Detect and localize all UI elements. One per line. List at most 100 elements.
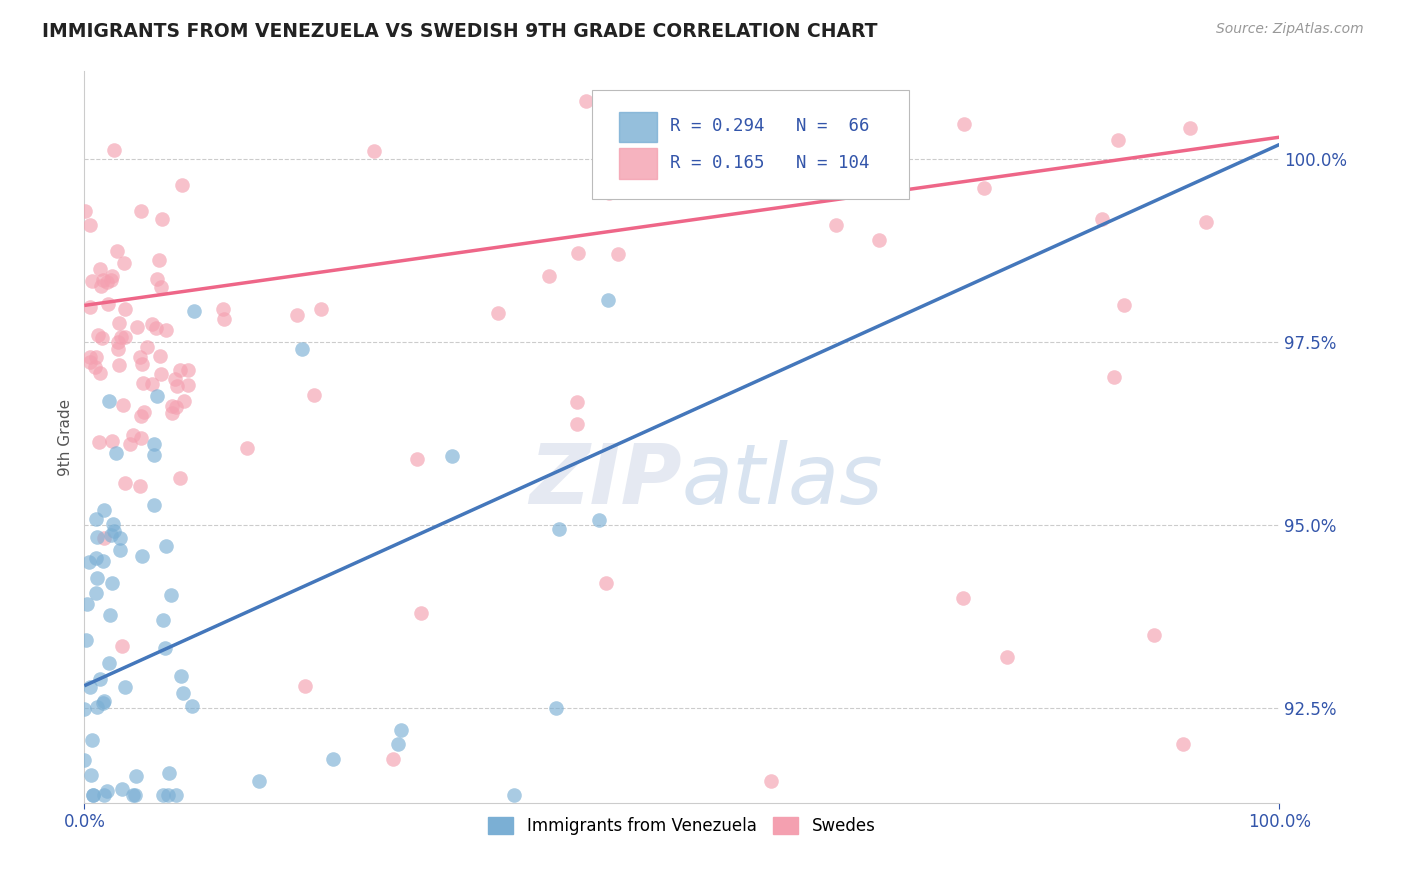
Point	[153, 640, 176, 655]
Point	[159, 588, 181, 602]
Point	[183, 303, 205, 318]
Point	[157, 766, 180, 780]
Point	[391, 723, 413, 737]
Text: R = 0.165   N = 104: R = 0.165 N = 104	[671, 153, 869, 172]
Point	[176, 363, 198, 377]
Text: ZIP: ZIP	[529, 441, 682, 522]
Point	[96, 784, 118, 798]
Point	[596, 293, 619, 307]
Point	[84, 586, 107, 600]
Point	[155, 540, 177, 554]
Point	[105, 446, 128, 460]
Point	[79, 680, 101, 694]
Point	[1091, 212, 1114, 227]
FancyBboxPatch shape	[592, 90, 910, 200]
Point	[152, 613, 174, 627]
Point	[995, 649, 1018, 664]
Point	[91, 554, 114, 568]
Point	[84, 350, 107, 364]
Point	[173, 393, 195, 408]
Point	[80, 732, 103, 747]
Point	[98, 608, 121, 623]
Point	[98, 657, 121, 671]
Point	[122, 427, 145, 442]
Point	[79, 300, 101, 314]
Point	[170, 178, 193, 193]
Point	[285, 308, 308, 322]
Point	[595, 576, 617, 591]
Point	[118, 437, 141, 451]
Point	[148, 253, 170, 268]
Point	[973, 181, 995, 195]
Point	[129, 204, 152, 219]
Point	[1194, 215, 1216, 229]
Point	[381, 752, 404, 766]
Point	[131, 357, 153, 371]
Bar	[619, 148, 657, 179]
Point	[107, 358, 129, 372]
Point	[93, 789, 115, 803]
Point	[136, 340, 159, 354]
Point	[1102, 369, 1125, 384]
Point	[111, 639, 134, 653]
Point	[322, 752, 344, 766]
Point	[114, 329, 136, 343]
Point	[79, 355, 101, 369]
Point	[145, 271, 167, 285]
Point	[79, 218, 101, 232]
Point	[953, 117, 976, 131]
Legend: Immigrants from Venezuela, Swedes: Immigrants from Venezuela, Swedes	[482, 811, 882, 842]
Point	[411, 606, 433, 620]
Point	[155, 323, 177, 337]
Point	[97, 393, 120, 408]
Point	[82, 274, 104, 288]
Point	[163, 372, 186, 386]
Point	[111, 781, 134, 796]
Point	[97, 297, 120, 311]
Point	[640, 171, 662, 186]
Point	[103, 143, 125, 157]
Point	[82, 789, 104, 803]
Point	[110, 542, 132, 557]
Point	[129, 350, 152, 364]
Point	[180, 698, 202, 713]
Point	[93, 532, 115, 546]
Point	[86, 700, 108, 714]
Point	[101, 434, 124, 448]
Point	[169, 471, 191, 485]
Point	[96, 276, 118, 290]
Point	[565, 417, 588, 431]
Point	[124, 789, 146, 803]
Point	[598, 186, 620, 201]
Point	[387, 737, 409, 751]
Point	[107, 342, 129, 356]
Point	[100, 576, 122, 591]
Point	[86, 571, 108, 585]
Point	[165, 400, 187, 414]
Point	[607, 246, 630, 260]
Point	[101, 517, 124, 532]
Point	[75, 633, 97, 648]
Point	[169, 362, 191, 376]
Y-axis label: 9th Grade: 9th Grade	[58, 399, 73, 475]
Point	[145, 321, 167, 335]
Point	[125, 319, 148, 334]
Point	[112, 255, 135, 269]
Point	[1178, 121, 1201, 136]
Point	[107, 334, 129, 349]
Point	[575, 94, 598, 108]
Point	[89, 673, 111, 687]
Point	[100, 528, 122, 542]
Point	[110, 330, 132, 344]
Point	[107, 244, 129, 258]
Point	[1171, 737, 1194, 751]
Point	[235, 442, 257, 456]
Point	[93, 503, 115, 517]
Point	[91, 696, 114, 710]
Point	[77, 555, 100, 569]
Point	[122, 789, 145, 803]
Point	[111, 397, 134, 411]
Bar	[619, 112, 657, 143]
Point	[309, 302, 332, 317]
Point	[132, 405, 155, 419]
